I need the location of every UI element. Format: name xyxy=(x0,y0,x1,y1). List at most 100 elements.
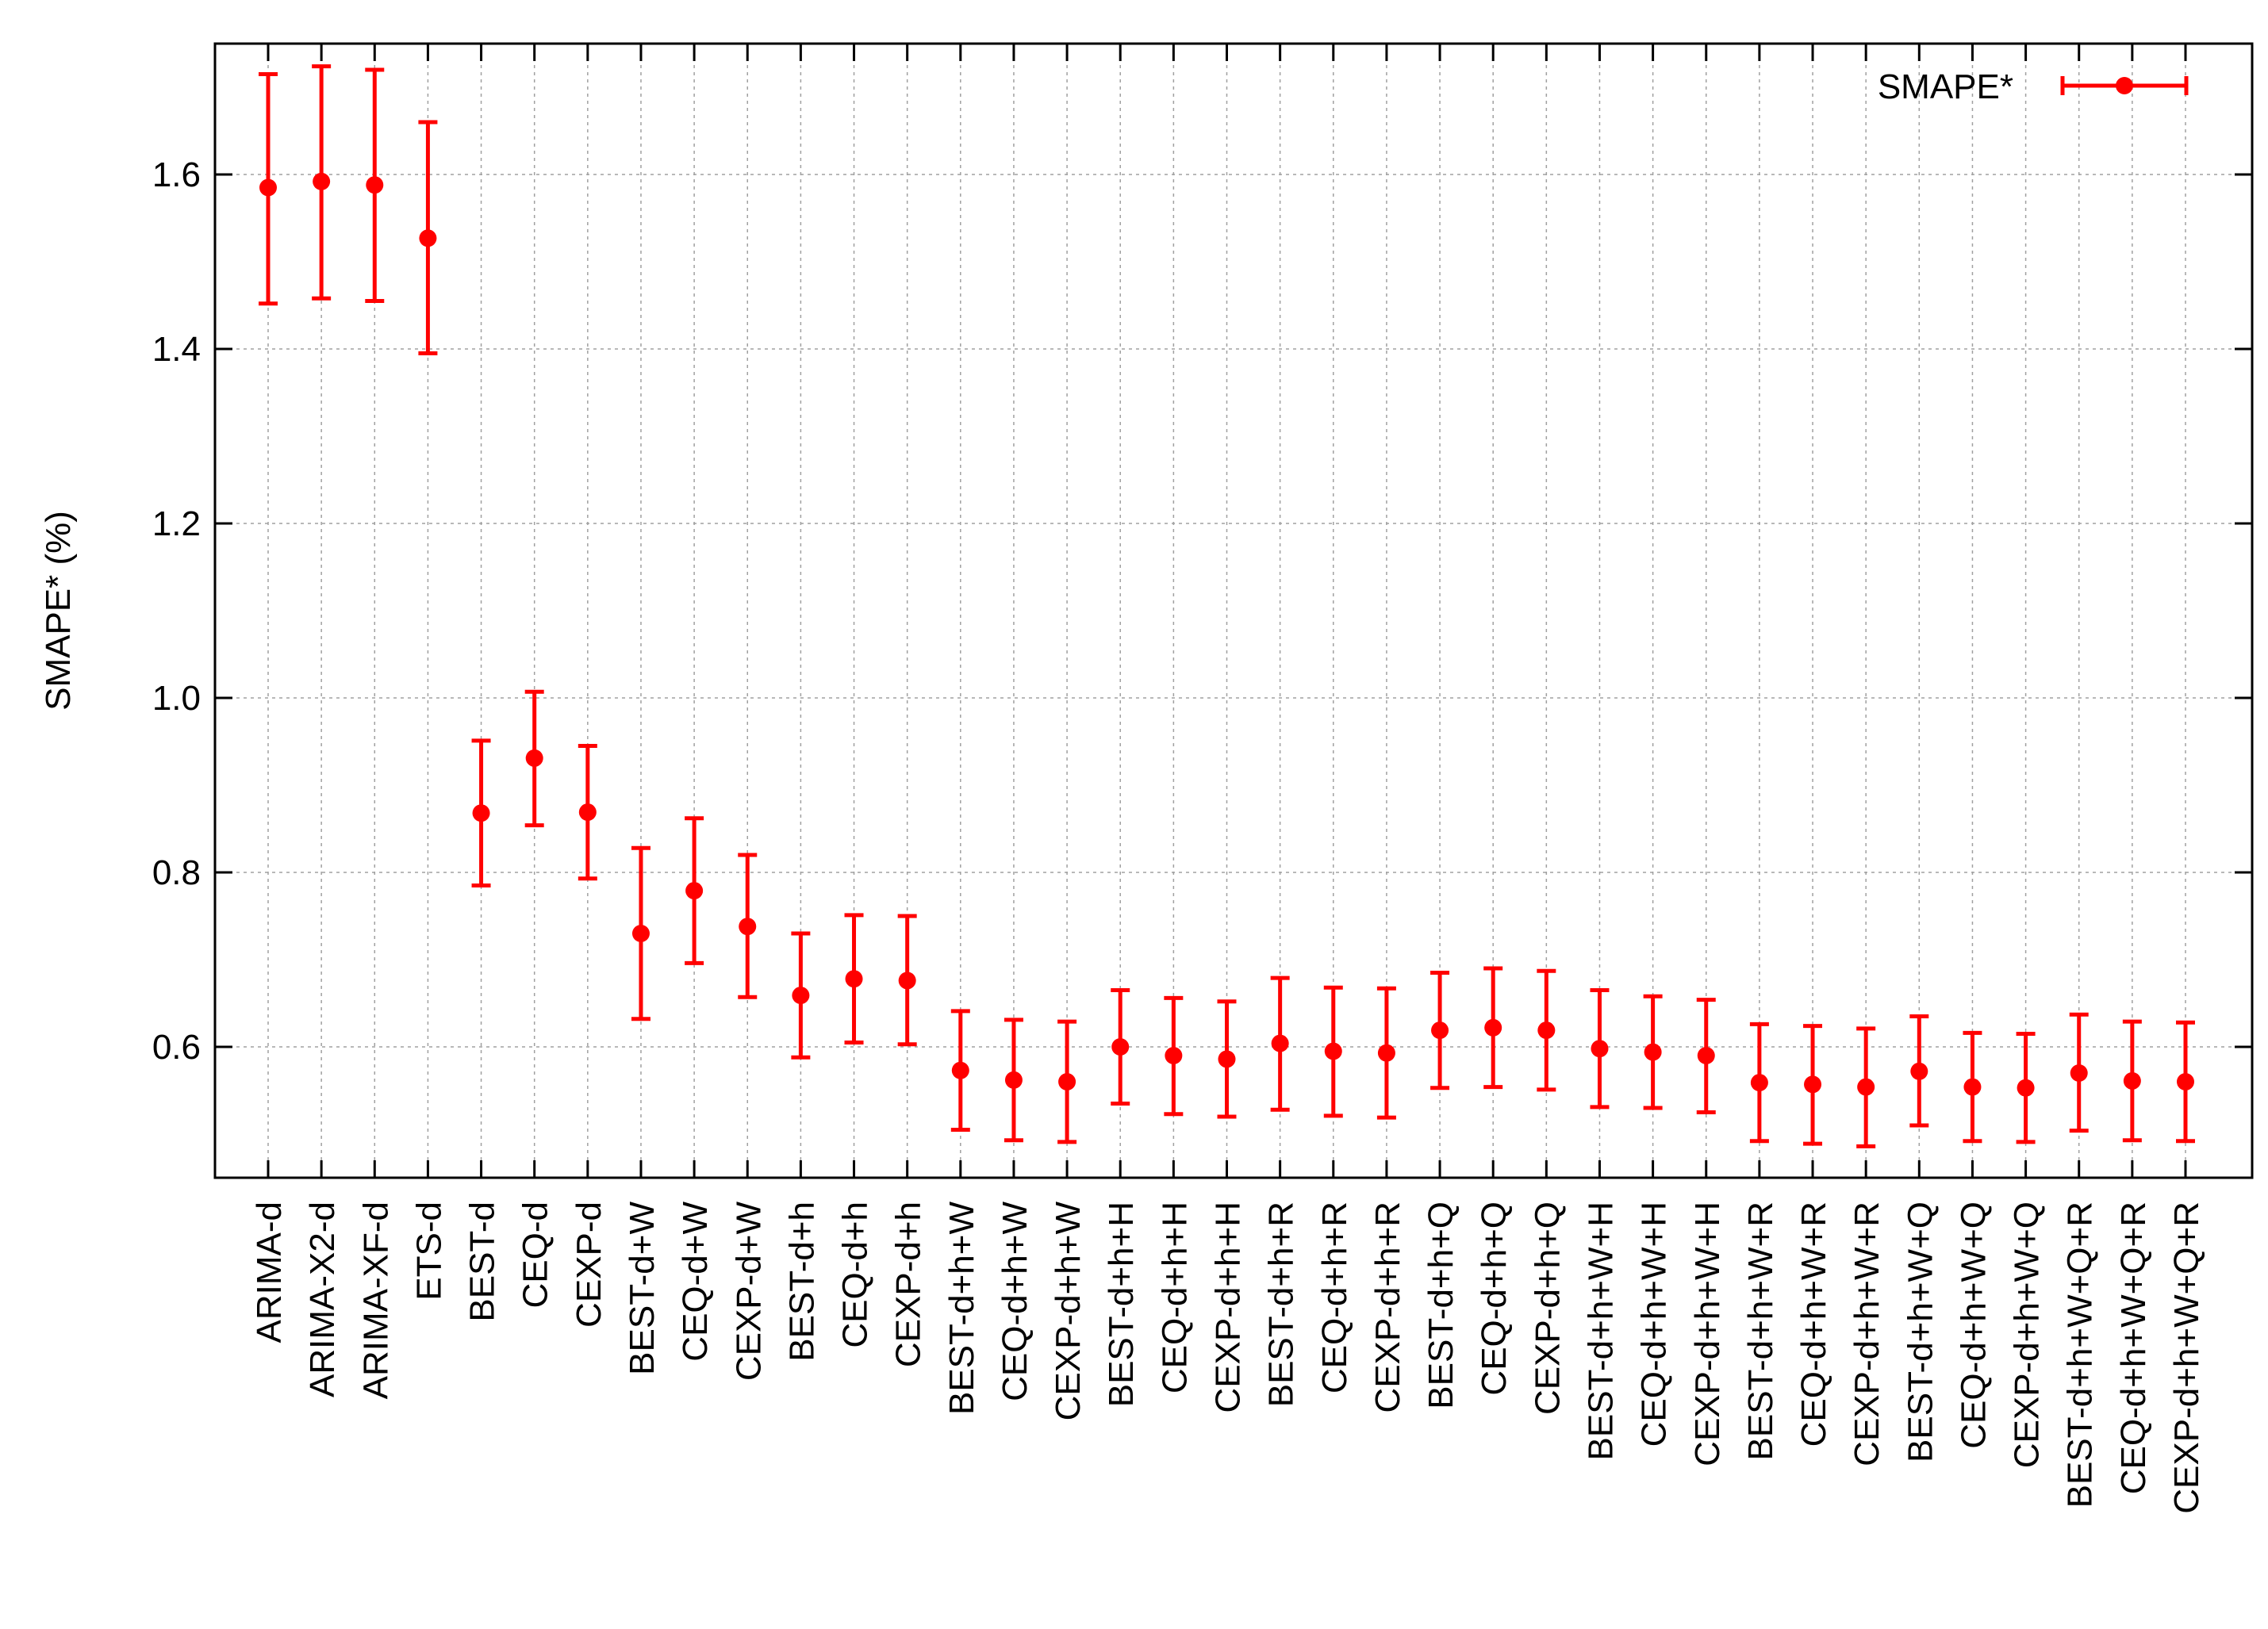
y-tick-label: 0.8 xyxy=(152,853,201,892)
data-point-group xyxy=(524,689,544,828)
x-tick-label: ARIMA-XF-d xyxy=(356,1202,395,1399)
x-tick-label: CEQ-d xyxy=(516,1202,555,1308)
x-tick-label: CEQ-d+h+Q xyxy=(1475,1202,1514,1396)
legend-symbol-smape xyxy=(2060,76,2189,95)
data-point-group xyxy=(365,67,385,303)
x-tick-label: ARIMA-X2-d xyxy=(303,1202,342,1397)
data-point-group xyxy=(471,738,491,887)
legend-marker xyxy=(2116,77,2133,94)
data-point-group xyxy=(738,853,758,999)
data-point xyxy=(1271,1034,1289,1052)
x-tick-label: BEST-d+h+W xyxy=(942,1202,981,1415)
data-point xyxy=(792,987,810,1005)
data-point-group xyxy=(1111,988,1130,1106)
data-point xyxy=(2070,1064,2088,1082)
data-point xyxy=(1377,1044,1395,1062)
data-point-group xyxy=(844,913,864,1044)
x-tick-label: BEST-d+h+W+Q xyxy=(1901,1202,1940,1462)
data-point-group xyxy=(1696,998,1716,1114)
data-point xyxy=(419,229,437,247)
x-tick-label: CEQ-d+h+W+Q xyxy=(1954,1202,1993,1449)
x-tick-label: CEXP-d xyxy=(570,1202,608,1328)
x-tick-label: BEST-d+h xyxy=(782,1202,821,1362)
x-tick-label: CEQ-d+h+W xyxy=(996,1202,1034,1401)
data-point xyxy=(1910,1062,1928,1080)
data-point xyxy=(1324,1042,1342,1060)
data-point-group xyxy=(950,1009,970,1132)
data-point xyxy=(259,178,277,197)
x-tick-label: CEQ-d+h xyxy=(836,1202,875,1348)
y-tick-label: 1.4 xyxy=(152,330,201,369)
x-tick-label: CEXP-d+h+W+R xyxy=(1848,1202,1886,1466)
x-tick-label: BEST-d xyxy=(463,1202,502,1322)
data-point-group xyxy=(1217,999,1237,1119)
data-point-group xyxy=(1270,975,1290,1112)
data-point xyxy=(472,804,490,822)
data-point xyxy=(1537,1021,1556,1040)
data-point-group xyxy=(1164,995,1184,1117)
x-tick-label: ARIMA-d xyxy=(250,1202,289,1343)
axis-ticks xyxy=(215,44,2252,1178)
x-tick-label: CEQ-d+h+R xyxy=(1315,1202,1354,1393)
x-tick-label: CEXP-d+h+W+Q+R xyxy=(2167,1202,2206,1514)
data-point xyxy=(525,749,543,767)
data-point-group xyxy=(897,914,917,1047)
data-point xyxy=(1431,1021,1449,1040)
data-point-group xyxy=(1963,1030,1982,1144)
data-point xyxy=(951,1061,969,1079)
data-point-group xyxy=(1057,1019,1077,1144)
data-point-group xyxy=(418,120,438,355)
data-point-group xyxy=(1430,971,1450,1090)
data-point-group xyxy=(1590,988,1610,1110)
x-tick-label: BEST-d+h+W+R xyxy=(1741,1202,1780,1460)
x-tick-label: CEXP-d+h+W+H xyxy=(1688,1202,1727,1466)
data-point-group xyxy=(1643,994,1663,1110)
y-tick-label: 1.0 xyxy=(152,679,201,718)
x-tick-labels: ARIMA-d ARIMA-X2-d ARIMA-XF-d ETS-d BEST-d CE… xyxy=(250,1202,2206,1514)
data-point xyxy=(1165,1047,1183,1064)
data-point-group xyxy=(1909,1014,1929,1128)
data-point-group xyxy=(1749,1021,1769,1144)
x-tick-label: CEQ-d+h+W+Q+R xyxy=(2114,1202,2153,1494)
y-tick-label: 0.6 xyxy=(152,1028,201,1067)
x-tick-label: BEST-d+h+W+Q+R xyxy=(2061,1202,2100,1508)
data-point xyxy=(1484,1018,1502,1037)
data-point-group xyxy=(791,931,811,1060)
x-tick-label: CEXP-d+W xyxy=(729,1202,768,1382)
x-tick-label: CEQ-d+h+W+H xyxy=(1635,1202,1674,1447)
data-point xyxy=(1218,1050,1236,1068)
data-point xyxy=(2017,1079,2035,1097)
data-point-group xyxy=(1376,986,1396,1120)
x-tick-label: BEST-d+h+Q xyxy=(1422,1202,1460,1409)
data-point-group xyxy=(2069,1012,2089,1133)
data-point xyxy=(1644,1043,1662,1061)
x-tick-label: CEXP-d+h+Q xyxy=(1528,1202,1567,1415)
data-point xyxy=(898,972,916,990)
data-point xyxy=(1697,1047,1715,1064)
data-point xyxy=(366,176,384,194)
x-tick-label: CEQ-d+h+H xyxy=(1155,1202,1194,1393)
data-point xyxy=(1750,1074,1768,1092)
series-smape xyxy=(259,64,2195,1148)
y-tick-label: 1.2 xyxy=(152,504,201,543)
data-point xyxy=(1857,1078,1875,1096)
x-tick-label: CEXP-d+h+W+Q xyxy=(2008,1202,2047,1468)
data-point xyxy=(1591,1040,1609,1058)
x-tick-label: CEXP-d+h+W xyxy=(1049,1202,1088,1421)
data-point xyxy=(1111,1038,1130,1056)
data-point xyxy=(2177,1073,2194,1090)
data-point-group xyxy=(2176,1020,2195,1144)
data-point xyxy=(578,803,597,822)
data-point xyxy=(1804,1075,1822,1094)
x-tick-label: BEST-d+h+R xyxy=(1262,1202,1301,1407)
plot-frame xyxy=(213,42,2254,1179)
data-point-group xyxy=(1004,1018,1023,1143)
data-point xyxy=(313,172,331,190)
data-point xyxy=(1058,1073,1076,1090)
x-tick-label: CEXP-d+h+H xyxy=(1209,1202,1248,1413)
y-tick-labels: 0.6 0.8 1.0 1.2 1.4 1.6 xyxy=(152,155,201,1067)
data-point xyxy=(739,918,757,936)
data-point-group xyxy=(685,816,704,965)
